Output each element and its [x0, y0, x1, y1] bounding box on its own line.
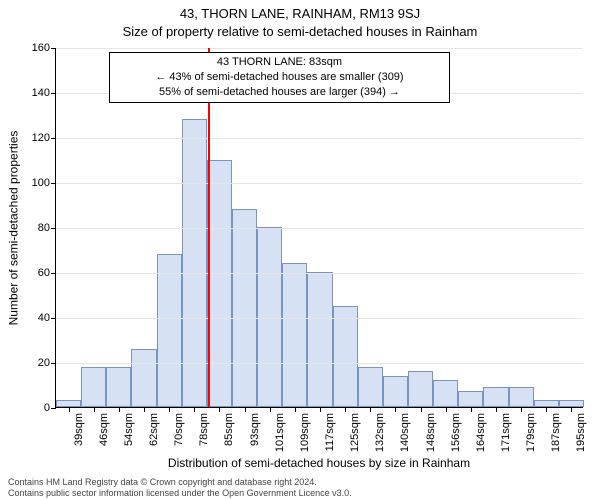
- chart-title-line2: Size of property relative to semi-detach…: [0, 24, 600, 39]
- histogram-bar: [358, 367, 383, 408]
- xtick-label: 109sqm: [299, 413, 311, 452]
- xtick-label: 101sqm: [274, 413, 286, 452]
- histogram-bar: [559, 400, 584, 407]
- xtick-label: 187sqm: [550, 413, 562, 452]
- histogram-bar: [232, 209, 257, 407]
- xtick-mark: [546, 407, 547, 412]
- gridline: [56, 138, 583, 139]
- plot-area: 02040608010012014016039sqm46sqm54sqm62sq…: [55, 48, 583, 408]
- chart-container: 43, THORN LANE, RAINHAM, RM13 9SJ Size o…: [0, 0, 600, 500]
- xtick-mark: [144, 407, 145, 412]
- xtick-label: 39sqm: [73, 413, 85, 446]
- histogram-bar: [157, 254, 182, 407]
- histogram-bar: [81, 367, 106, 408]
- ytick-label: 80: [38, 222, 56, 234]
- xtick-mark: [69, 407, 70, 412]
- xtick-label: 125sqm: [349, 413, 361, 452]
- histogram-bar: [257, 227, 282, 407]
- ytick-label: 120: [32, 132, 56, 144]
- xtick-label: 62sqm: [148, 413, 160, 446]
- histogram-bar: [106, 367, 131, 408]
- xtick-label: 85sqm: [223, 413, 235, 446]
- annotation-line2: ← 43% of semi-detached houses are smalle…: [116, 70, 443, 85]
- chart-title-line1: 43, THORN LANE, RAINHAM, RM13 9SJ: [0, 6, 600, 21]
- histogram-bar: [56, 400, 81, 407]
- xtick-label: 140sqm: [399, 413, 411, 452]
- xtick-mark: [94, 407, 95, 412]
- xtick-mark: [521, 407, 522, 412]
- histogram-bar: [333, 306, 358, 407]
- gridline: [56, 48, 583, 49]
- xtick-label: 171sqm: [500, 413, 512, 452]
- xtick-label: 132sqm: [374, 413, 386, 452]
- footer-line2: Contains public sector information licen…: [8, 488, 352, 498]
- gridline: [56, 273, 583, 274]
- gridline: [56, 318, 583, 319]
- xtick-mark: [270, 407, 271, 412]
- xtick-mark: [571, 407, 572, 412]
- ytick-label: 160: [32, 42, 56, 54]
- histogram-bar: [282, 263, 307, 407]
- ytick-label: 20: [38, 357, 56, 369]
- xtick-mark: [295, 407, 296, 412]
- xtick-label: 117sqm: [324, 413, 336, 451]
- xtick-mark: [395, 407, 396, 412]
- histogram-bar: [433, 380, 458, 407]
- histogram-bar: [534, 400, 559, 407]
- ytick-label: 100: [32, 177, 56, 189]
- y-axis-label-wrap: Number of semi-detached properties: [6, 48, 20, 408]
- xtick-mark: [471, 407, 472, 412]
- annotation-line3: 55% of semi-detached houses are larger (…: [116, 85, 443, 100]
- xtick-mark: [370, 407, 371, 412]
- histogram-bar: [509, 387, 534, 407]
- xtick-label: 148sqm: [425, 413, 437, 452]
- xtick-mark: [245, 407, 246, 412]
- ytick-label: 0: [44, 402, 56, 414]
- xtick-label: 179sqm: [525, 413, 537, 452]
- histogram-bar: [131, 349, 156, 408]
- x-axis-label: Distribution of semi-detached houses by …: [55, 456, 583, 470]
- xtick-label: 164sqm: [475, 413, 487, 452]
- xtick-label: 54sqm: [123, 413, 135, 446]
- histogram-bar: [307, 272, 332, 407]
- xtick-mark: [320, 407, 321, 412]
- xtick-mark: [219, 407, 220, 412]
- xtick-label: 70sqm: [173, 413, 185, 446]
- xtick-label: 46sqm: [98, 413, 110, 446]
- annotation-box: 43 THORN LANE: 83sqm← 43% of semi-detach…: [109, 52, 450, 103]
- gridline: [56, 183, 583, 184]
- histogram-bar: [483, 387, 508, 407]
- histogram-bar: [408, 371, 433, 407]
- ytick-label: 40: [38, 312, 56, 324]
- gridline: [56, 228, 583, 229]
- xtick-mark: [421, 407, 422, 412]
- xtick-label: 93sqm: [249, 413, 261, 446]
- ytick-label: 140: [32, 87, 56, 99]
- xtick-mark: [345, 407, 346, 412]
- histogram-bar: [458, 391, 483, 407]
- histogram-bar: [207, 160, 232, 408]
- xtick-mark: [496, 407, 497, 412]
- y-axis-label: Number of semi-detached properties: [6, 131, 20, 326]
- xtick-label: 78sqm: [198, 413, 210, 446]
- xtick-mark: [119, 407, 120, 412]
- ytick-label: 60: [38, 267, 56, 279]
- histogram-bar: [383, 376, 408, 408]
- xtick-label: 195sqm: [575, 413, 587, 452]
- xtick-mark: [194, 407, 195, 412]
- annotation-line1: 43 THORN LANE: 83sqm: [116, 55, 443, 70]
- gridline: [56, 363, 583, 364]
- footer-line1: Contains HM Land Registry data © Crown c…: [8, 477, 352, 487]
- xtick-mark: [446, 407, 447, 412]
- xtick-mark: [169, 407, 170, 412]
- footer-attribution: Contains HM Land Registry data © Crown c…: [8, 477, 352, 498]
- xtick-label: 156sqm: [450, 413, 462, 452]
